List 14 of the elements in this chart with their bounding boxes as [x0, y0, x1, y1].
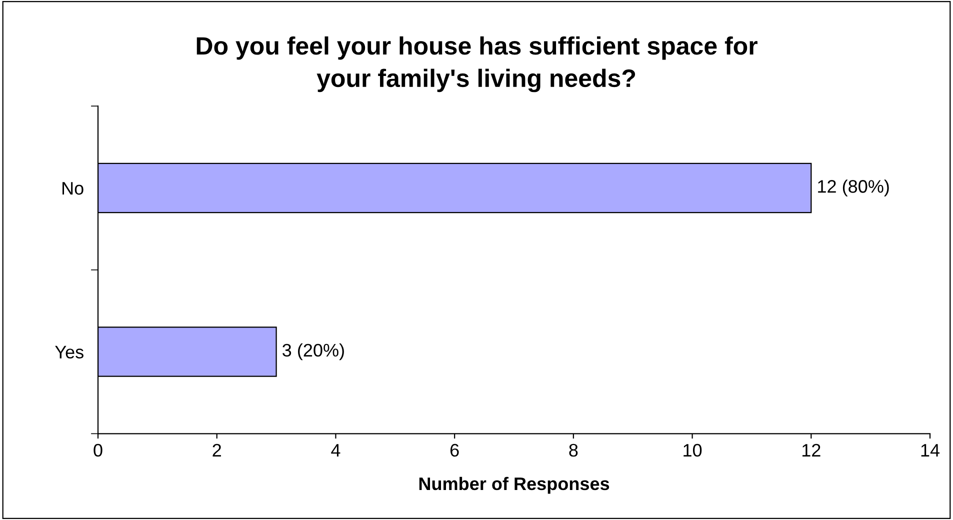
y-tick-label: No [62, 182, 84, 195]
data-label: 12 (80%) [818, 180, 889, 196]
data-label: 3 (20%) [282, 343, 344, 360]
chart-title: Do you feel your house has sufficient space for your family's living needs? [196, 36, 758, 92]
x-tick-label: 6 [450, 444, 459, 457]
y-tick-label: Yes [55, 346, 84, 358]
x-tick-label: 8 [569, 444, 578, 457]
x-tick-label: 12 [802, 444, 820, 456]
x-tick-label: 4 [331, 444, 340, 456]
x-tick-label: 10 [684, 444, 702, 457]
x-tick-label: 0 [94, 444, 102, 457]
x-tick-label: 14 [921, 444, 940, 456]
x-axis-title: Number of Responses [419, 476, 610, 494]
x-tick-label: 2 [212, 444, 221, 456]
